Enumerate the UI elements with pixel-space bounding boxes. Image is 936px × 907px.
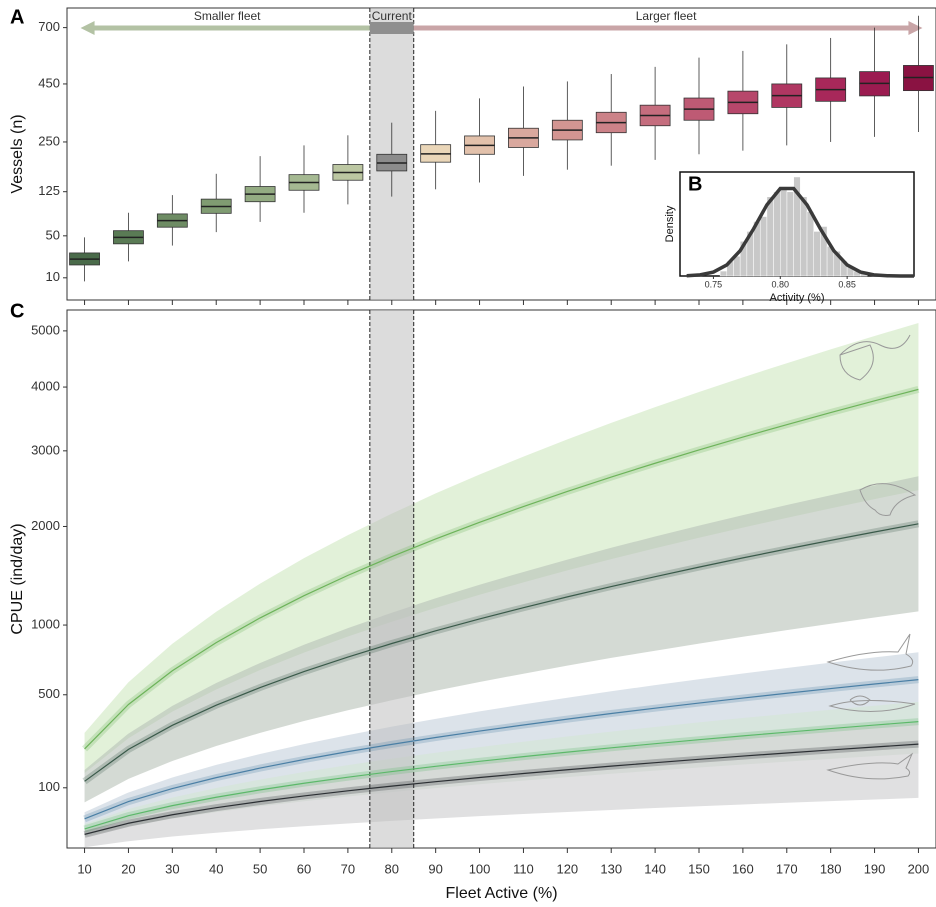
x-tick-label: 0.85 xyxy=(838,279,856,289)
x-tick-label: 40 xyxy=(209,861,223,876)
hist-bar xyxy=(759,216,768,277)
x-tick-label: 110 xyxy=(513,861,534,876)
series-line xyxy=(84,388,919,750)
shark-icon xyxy=(826,633,914,671)
series-line xyxy=(84,721,919,830)
x-tick-label: 140 xyxy=(644,861,666,876)
x-tick-label: 0.80 xyxy=(772,279,790,289)
series-line xyxy=(84,679,919,820)
ci-band xyxy=(84,722,919,848)
series-line xyxy=(84,523,919,782)
x-tick-label: 60 xyxy=(297,861,311,876)
x-axis-title: Activity (%) xyxy=(770,292,825,304)
hist-bar xyxy=(773,191,781,277)
y-tick-label: 500 xyxy=(38,686,60,701)
y-tick-label: 3000 xyxy=(31,442,60,457)
y-tick-label: 1000 xyxy=(31,616,60,631)
y-tick-label: 4000 xyxy=(31,378,60,393)
y-tick-label: 50 xyxy=(46,227,60,242)
x-tick-label: 20 xyxy=(121,861,135,876)
x-axis-title: Fleet Active (%) xyxy=(445,885,557,902)
ray-icon xyxy=(839,334,911,381)
series-line xyxy=(84,743,919,835)
y-tick-label: 5000 xyxy=(31,322,60,337)
ray-icon xyxy=(859,483,917,516)
y-tick-label: 125 xyxy=(38,183,60,198)
arrow-head xyxy=(908,21,923,35)
y-tick-label: 2000 xyxy=(31,518,60,533)
hist-bar xyxy=(719,270,728,277)
x-tick-label: 120 xyxy=(556,861,578,876)
x-tick-label: 0.75 xyxy=(705,279,723,289)
arrow-head xyxy=(80,21,95,35)
x-tick-label: 100 xyxy=(469,861,491,876)
current-range xyxy=(369,310,414,848)
x-tick-label: 200 xyxy=(908,861,930,876)
panel-label: B xyxy=(688,173,702,195)
density-curve xyxy=(686,186,915,278)
hist-bar xyxy=(766,196,774,277)
x-tick-label: 90 xyxy=(428,861,442,876)
x-tick-label: 160 xyxy=(732,861,754,876)
x-tick-label: 150 xyxy=(688,861,710,876)
ci-band xyxy=(84,476,919,803)
x-tick-label: 70 xyxy=(341,861,355,876)
x-tick-label: 170 xyxy=(776,861,798,876)
panel-label: C xyxy=(10,300,24,322)
species-icons xyxy=(826,334,917,780)
ci-band xyxy=(84,323,919,774)
ci-band xyxy=(84,652,919,829)
annotation: Current xyxy=(372,9,413,23)
hist-bar xyxy=(813,231,821,277)
y-tick-label: 450 xyxy=(38,75,60,90)
y-axis-title: Density xyxy=(664,205,676,242)
x-tick-label: 80 xyxy=(385,861,399,876)
panel-label: A xyxy=(10,6,24,28)
hist-bar xyxy=(780,186,788,277)
annotation: Larger fleet xyxy=(636,9,697,23)
x-tick-label: 180 xyxy=(820,861,842,876)
shark-icon xyxy=(826,752,914,780)
y-tick-label: 700 xyxy=(38,19,60,34)
hist-bar xyxy=(786,191,794,277)
x-tick-label: 10 xyxy=(77,861,91,876)
hist-bar xyxy=(800,196,808,277)
annotation: Smaller fleet xyxy=(194,9,261,23)
y-tick-label: 10 xyxy=(46,269,60,284)
x-tick-label: 190 xyxy=(864,861,886,876)
hist-bar xyxy=(806,211,814,277)
x-tick-label: 130 xyxy=(600,861,622,876)
guitarfish-icon xyxy=(828,695,916,712)
y-tick-label: 100 xyxy=(38,779,60,794)
x-tick-label: 50 xyxy=(253,861,267,876)
y-axis-title: CPUE (ind/day) xyxy=(9,523,26,634)
y-tick-label: 250 xyxy=(38,133,60,148)
y-axis-title: Vessels (n) xyxy=(9,114,26,193)
x-tick-label: 30 xyxy=(165,861,179,876)
current-bar xyxy=(369,22,414,34)
